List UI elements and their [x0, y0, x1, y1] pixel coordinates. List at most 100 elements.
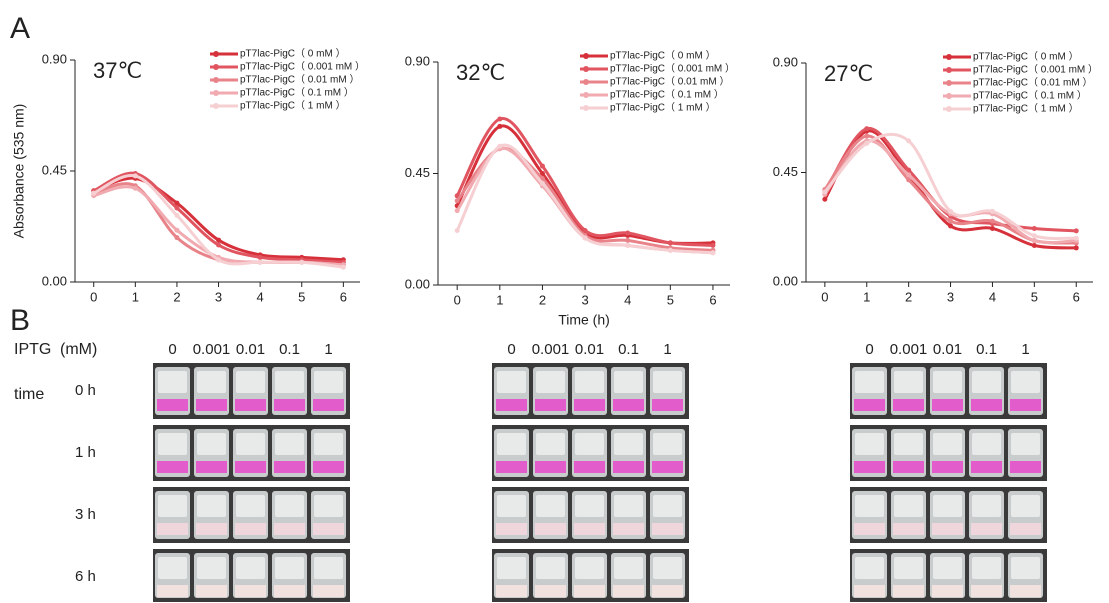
data-point [1073, 235, 1079, 241]
chart-title: 27℃ [824, 61, 873, 86]
data-line [455, 117, 714, 247]
cuvette-glass [158, 557, 187, 579]
cuvette-glass [933, 557, 962, 579]
cuvette-glass [614, 557, 643, 579]
cuvette-glass [236, 495, 265, 517]
cuvette-liquid [496, 585, 527, 597]
legend-label: pT7lac-PigC（ 0.01 mM ） [973, 77, 1092, 89]
cuvette-glass [972, 495, 1001, 517]
cuvette-glass [894, 371, 923, 393]
cuvette-glass [855, 495, 884, 517]
cuvette-glass [275, 433, 304, 455]
cuvette-glass [972, 557, 1001, 579]
data-point [132, 185, 138, 191]
cuvette-glass [855, 433, 884, 455]
data-point [91, 190, 97, 196]
cuvette-liquid [854, 523, 885, 535]
cuvette-glass [158, 433, 187, 455]
data-line [93, 185, 344, 267]
cuvette-liquid [157, 399, 188, 411]
cuvette-glass [497, 495, 526, 517]
cuvette-glass [653, 495, 682, 517]
data-point [539, 180, 545, 186]
data-point [1031, 243, 1037, 248]
cuvette-liquid [574, 523, 605, 535]
cuvette-liquid [932, 523, 963, 535]
cuvette-liquid [274, 585, 305, 597]
x-tick-label: 5 [1031, 289, 1038, 304]
cuvette-glass [575, 495, 604, 517]
data-point [625, 237, 631, 243]
concentration-label: 0.01 [933, 341, 962, 358]
data-point [948, 208, 954, 214]
cuvette-glass [314, 495, 343, 517]
data-line [93, 182, 344, 267]
cuvette-glass [1011, 495, 1040, 517]
cuvette-liquid [496, 461, 527, 473]
cuvette-liquid [854, 461, 885, 473]
y-tick-label: 0.45 [42, 162, 67, 177]
cuvette-glass [575, 433, 604, 455]
data-point [132, 173, 138, 179]
panel-label: A [10, 12, 30, 45]
legend-label: pT7lac-PigC（ 0.001 mM ） [610, 63, 735, 75]
cuvette-liquid [157, 585, 188, 597]
concentration-label: 0 [865, 341, 873, 358]
cuvette-liquid [496, 523, 527, 535]
unit-label: (mM) [60, 341, 97, 358]
cuvette-glass [275, 495, 304, 517]
y-tick-label: 0.90 [405, 53, 430, 68]
data-point [174, 235, 180, 241]
chart-title: 37℃ [93, 58, 142, 83]
cuvette-liquid [313, 461, 344, 473]
x-tick-label: 4 [257, 289, 264, 304]
cuvette-glass [1011, 557, 1040, 579]
cuvette-liquid [854, 585, 885, 597]
cuvette-glass [614, 495, 643, 517]
cuvette-glass [653, 433, 682, 455]
legend-marker [213, 103, 219, 109]
cuvette-glass [536, 557, 565, 579]
cuvette-glass [575, 371, 604, 393]
data-point [174, 212, 180, 218]
cuvette-liquid [535, 399, 566, 411]
cuvette-liquid [196, 585, 227, 597]
iptg-label: IPTG [14, 341, 51, 358]
x-tick-label: 0 [821, 289, 828, 304]
cuvette-liquid [932, 461, 963, 473]
cuvette-glass [197, 433, 226, 455]
data-point [582, 227, 588, 233]
cuvette-liquid [313, 585, 344, 597]
cuvette-glass [536, 433, 565, 455]
cuvette-liquid [235, 399, 266, 411]
data-point [1073, 228, 1079, 234]
cuvette-glass [497, 371, 526, 393]
cuvette-glass [314, 371, 343, 393]
cuvette-liquid [535, 585, 566, 597]
cuvette-liquid [313, 399, 344, 411]
cuvette-liquid [274, 523, 305, 535]
cuvette-glass [536, 371, 565, 393]
data-point [216, 257, 222, 263]
cuvette-liquid [196, 461, 227, 473]
x-tick-label: 2 [539, 292, 546, 307]
cuvette-liquid [313, 523, 344, 535]
concentration-label: 0.001 [890, 341, 928, 358]
data-point [454, 227, 460, 233]
legend-label: pT7lac-PigC（ 0.1 mM ） [973, 90, 1087, 102]
cuvette-liquid [1010, 461, 1041, 473]
data-point [539, 163, 545, 169]
x-tick-label: 2 [173, 289, 180, 304]
data-point [174, 200, 180, 206]
data-point [864, 126, 870, 132]
cuvette-glass [314, 433, 343, 455]
cuvette-glass [158, 371, 187, 393]
cuvette-glass [314, 557, 343, 579]
cuvette-liquid [971, 523, 1002, 535]
concentration-label: 0.001 [193, 341, 231, 358]
data-point [497, 143, 503, 149]
data-point [257, 254, 263, 260]
data-point [864, 133, 870, 139]
legend-marker [583, 79, 589, 85]
x-tick-label: 6 [1073, 289, 1080, 304]
